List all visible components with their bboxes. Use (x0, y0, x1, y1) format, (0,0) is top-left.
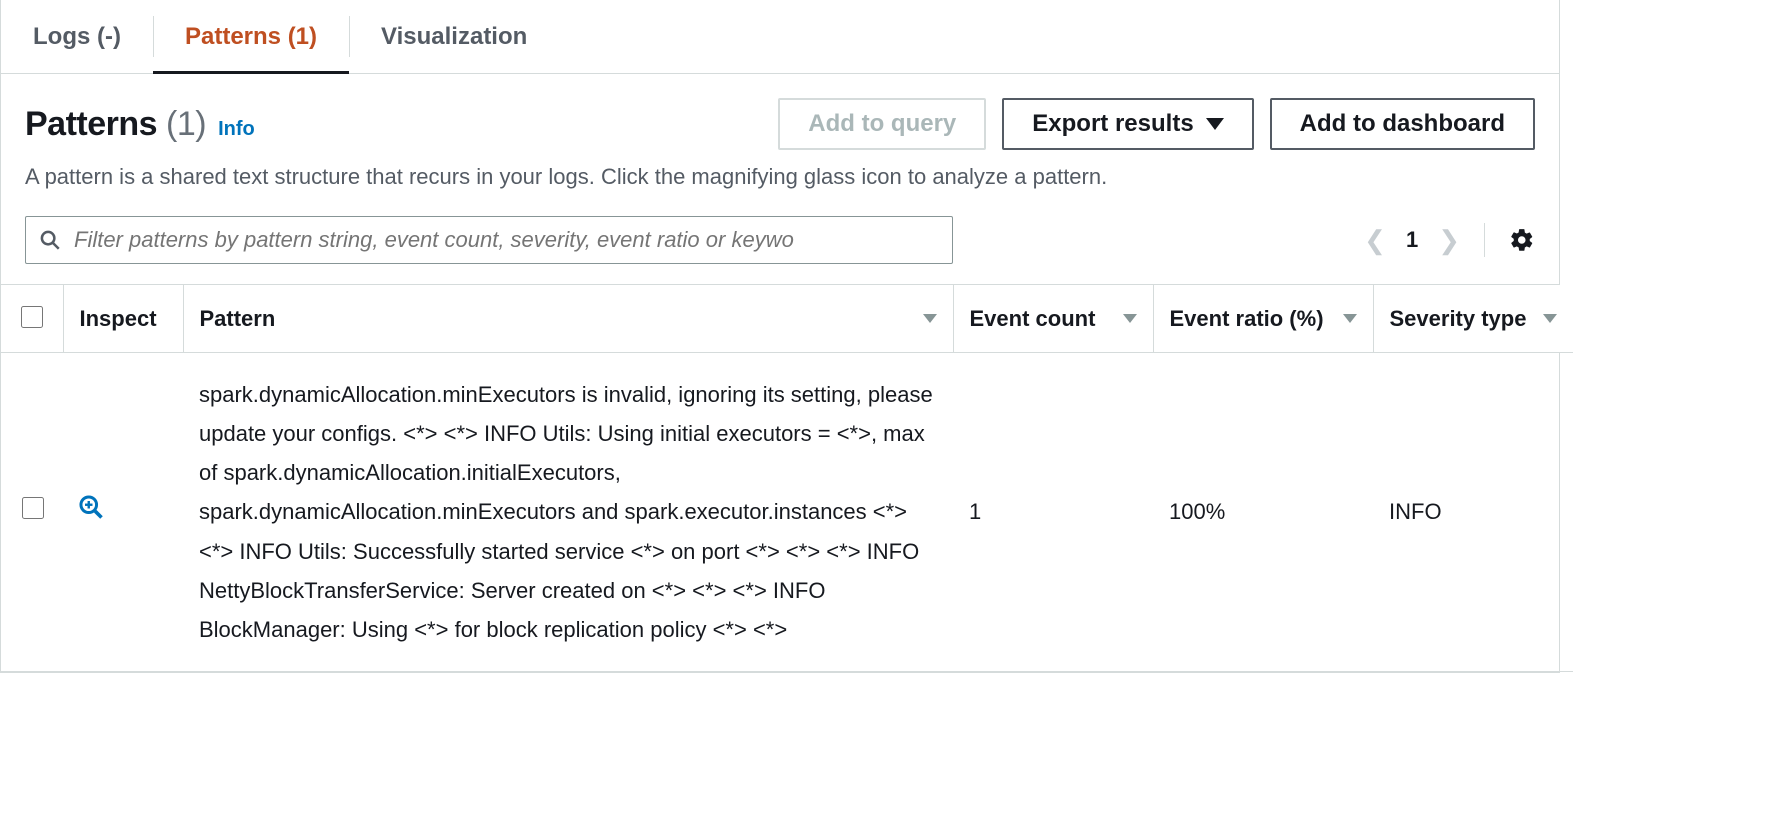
tab-bar: Logs (-) Patterns (1) Visualization (1, 0, 1559, 74)
add-to-query-button: Add to query (778, 98, 986, 150)
col-pattern[interactable]: Pattern (183, 285, 953, 353)
header-subtext: A pattern is a shared text structure tha… (25, 164, 1535, 190)
sort-icon (1543, 314, 1557, 323)
cell-pattern: spark.dynamicAllocation.minExecutors is … (183, 353, 953, 672)
cell-event-ratio: 100% (1153, 353, 1373, 672)
col-severity[interactable]: Severity type (1373, 285, 1573, 353)
settings-button[interactable] (1509, 227, 1535, 253)
tab-logs[interactable]: Logs (-) (1, 0, 153, 73)
info-link[interactable]: Info (218, 118, 255, 141)
tab-logs-label: Logs (-) (33, 23, 121, 51)
patterns-panel: Logs (-) Patterns (1) Visualization Patt… (0, 0, 1560, 673)
filter-input[interactable] (72, 226, 938, 254)
tab-visualization-label: Visualization (381, 23, 527, 51)
page-title-count: (1) (166, 105, 206, 143)
col-inspect-label: Inspect (80, 306, 157, 331)
col-pattern-label: Pattern (200, 306, 276, 332)
filter-box[interactable] (25, 216, 953, 264)
search-icon (40, 230, 60, 250)
export-results-button[interactable]: Export results (1002, 98, 1253, 150)
action-buttons: Add to query Export results Add to dashb… (778, 98, 1535, 150)
col-inspect[interactable]: Inspect (63, 285, 183, 353)
col-event-count[interactable]: Event count (953, 285, 1153, 353)
table-row: spark.dynamicAllocation.minExecutors is … (1, 353, 1573, 672)
add-to-dashboard-button[interactable]: Add to dashboard (1270, 98, 1535, 150)
gear-icon (1509, 227, 1535, 253)
select-all-checkbox[interactable] (21, 306, 43, 328)
row-checkbox[interactable] (22, 497, 44, 519)
cell-severity: INFO (1373, 353, 1573, 672)
col-severity-label: Severity type (1390, 306, 1527, 332)
add-to-dashboard-label: Add to dashboard (1300, 110, 1505, 138)
col-event-count-label: Event count (970, 306, 1096, 332)
toolbar: ❮ 1 ❯ (1, 198, 1559, 285)
panel-header: Patterns (1) Info Add to query Export re… (1, 74, 1559, 198)
sort-icon (1123, 314, 1137, 323)
pager-next[interactable]: ❯ (1438, 225, 1460, 256)
add-to-query-label: Add to query (808, 110, 956, 138)
inspect-button[interactable] (79, 495, 103, 519)
magnify-plus-icon (79, 495, 103, 519)
sort-icon (1343, 314, 1357, 323)
sort-icon (923, 314, 937, 323)
tab-patterns[interactable]: Patterns (1) (153, 0, 349, 73)
chevron-down-icon (1206, 118, 1224, 130)
col-event-ratio-label: Event ratio (%) (1170, 306, 1324, 332)
pager-prev[interactable]: ❮ (1364, 225, 1386, 256)
page-title-text: Patterns (25, 105, 157, 143)
col-event-ratio[interactable]: Event ratio (%) (1153, 285, 1373, 353)
pager-page: 1 (1406, 227, 1418, 253)
cell-event-count: 1 (953, 353, 1153, 672)
export-results-label: Export results (1032, 110, 1193, 138)
tab-patterns-label: Patterns (1) (185, 23, 317, 51)
col-select (1, 285, 63, 353)
page-title: Patterns (1) (25, 105, 206, 144)
tab-visualization[interactable]: Visualization (349, 0, 559, 73)
patterns-table: Inspect Pattern Event count E (1, 285, 1573, 672)
pager: ❮ 1 ❯ (1364, 225, 1460, 256)
divider (1484, 223, 1485, 257)
